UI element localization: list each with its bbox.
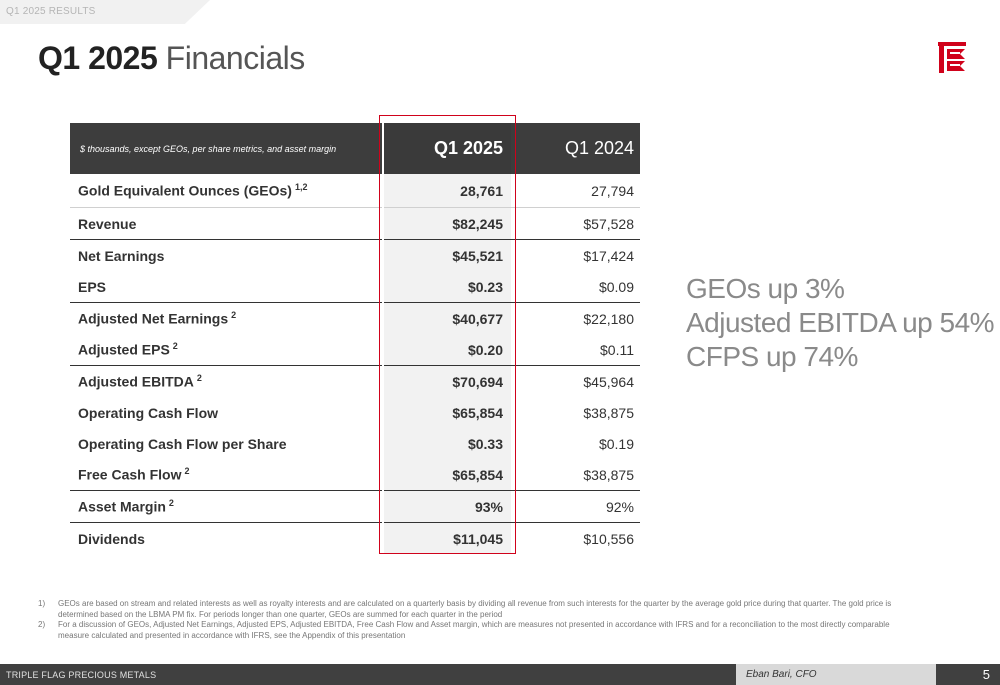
table-row: Asset Margin 2 93% 92% <box>70 490 640 523</box>
page-title: Q1 2025 Financials <box>38 40 305 77</box>
row-label: Revenue <box>70 207 382 240</box>
row-label: Adjusted EPS 2 <box>78 341 178 358</box>
q1-2024-value: $0.09 <box>598 278 634 295</box>
table-header-row: $ thousands, except GEOs, per share metr… <box>70 123 640 174</box>
footnotes: 1) GEOs are based on stream and related … <box>38 599 898 641</box>
q1-2025-value: $70,694 <box>384 365 511 397</box>
q1-2024-value: 92% <box>511 490 640 523</box>
column-header-q1-2024: Q1 2024 <box>511 123 640 174</box>
triple-flag-logo-icon <box>938 42 966 73</box>
q1-2024-value: 27,794 <box>591 182 634 199</box>
q1-2024-value: $38,875 <box>583 404 634 421</box>
table-row: Operating Cash Flow $65,854 $38,875 <box>70 397 640 428</box>
table-caption: $ thousands, except GEOs, per share metr… <box>70 123 382 174</box>
section-tab: Q1 2025 RESULTS <box>0 0 210 24</box>
footnote-1: 1) GEOs are based on stream and related … <box>38 599 892 619</box>
q1-2025-value: 93% <box>384 490 511 523</box>
q1-2025-value: $65,854 <box>384 397 511 428</box>
row-label: Operating Cash Flow <box>78 404 219 421</box>
table-row: Free Cash Flow 2 $65,854 $38,875 <box>70 459 640 491</box>
q1-2024-value: $0.11 <box>600 341 634 358</box>
q1-2024-value: $57,528 <box>511 207 640 240</box>
company-name: TRIPLE FLAG PRECIOUS METALS <box>6 670 157 680</box>
key-highlights: GEOs up 3% Adjusted EBITDA up 54% CFPS u… <box>686 272 995 374</box>
row-label: Free Cash Flow 2 <box>78 466 190 483</box>
page-title-light: Financials <box>165 40 306 76</box>
q1-2024-value: $22,180 <box>511 302 640 334</box>
table-row: Net Earnings $45,521 $17,424 <box>70 239 640 271</box>
q1-2025-value: $0.23 <box>384 271 511 303</box>
q1-2024-value: $0.19 <box>598 435 634 452</box>
row-label: EPS <box>78 278 107 295</box>
q1-2025-value: $82,245 <box>384 207 511 240</box>
highlight-ebitda: Adjusted EBITDA up 54% <box>686 307 995 338</box>
table-row: Adjusted Net Earnings 2 $40,677 $22,180 <box>70 302 640 334</box>
table-row: Operating Cash Flow per Share $0.33 $0.1… <box>70 428 640 459</box>
table-row: Gold Equivalent Ounces (GEOs) 1,2 28,761 … <box>70 174 640 208</box>
table-row: EPS $0.23 $0.09 <box>70 271 640 303</box>
row-label: Dividends <box>70 522 382 554</box>
q1-2024-value: $45,964 <box>511 365 640 397</box>
table-row: Adjusted EBITDA 2 $70,694 $45,964 <box>70 365 640 397</box>
q1-2025-value: $40,677 <box>384 302 511 334</box>
q1-2025-value: 28,761 <box>384 174 511 208</box>
row-label: Adjusted EBITDA 2 <box>70 365 382 397</box>
table-row: Adjusted EPS 2 $0.20 $0.11 <box>70 334 640 366</box>
row-label: Operating Cash Flow per Share <box>78 435 287 452</box>
footnote-2: 2) For a discussion of GEOs, Adjusted Ne… <box>38 620 890 640</box>
row-label: Gold Equivalent Ounces (GEOs) 1,2 <box>78 182 308 199</box>
row-label: Adjusted Net Earnings 2 <box>70 302 382 334</box>
page-number: 5 <box>982 667 990 682</box>
q1-2024-value: $10,556 <box>511 522 640 554</box>
column-header-q1-2025: Q1 2025 <box>384 123 511 174</box>
q1-2025-value: $11,045 <box>384 522 511 554</box>
row-label: Net Earnings <box>70 239 382 271</box>
highlight-cfps: CFPS up 74% <box>686 341 858 372</box>
footer-bar: TRIPLE FLAG PRECIOUS METALS Eban Bari, C… <box>0 664 1000 685</box>
financials-table: $ thousands, except GEOs, per share metr… <box>70 123 640 554</box>
q1-2025-value: $65,854 <box>384 459 511 491</box>
q1-2025-value: $45,521 <box>384 239 511 271</box>
q1-2024-value: $17,424 <box>511 239 640 271</box>
table-row: Revenue $82,245 $57,528 <box>70 207 640 240</box>
highlight-geos: GEOs up 3% <box>686 273 845 304</box>
page-title-bold: Q1 2025 <box>38 40 158 76</box>
table-row: Dividends $11,045 $10,556 <box>70 522 640 554</box>
q1-2025-value: $0.33 <box>384 428 511 459</box>
column-gap <box>382 123 384 174</box>
q1-2025-value: $0.20 <box>384 334 511 366</box>
row-label: Asset Margin 2 <box>70 490 382 523</box>
presenter-name: Eban Bari, CFO <box>746 669 817 680</box>
section-label: Q1 2025 RESULTS <box>6 6 96 17</box>
presenter-box: Eban Bari, CFO <box>736 664 936 685</box>
q1-2024-value: $38,875 <box>583 466 634 483</box>
